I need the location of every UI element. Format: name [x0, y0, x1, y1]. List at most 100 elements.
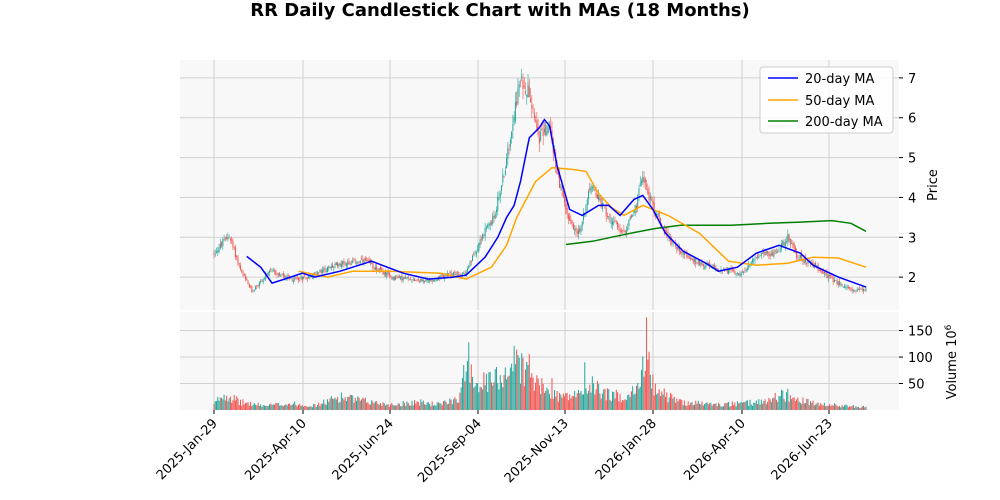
candle — [400, 276, 402, 281]
volume-bar — [493, 382, 495, 410]
volume-bar — [513, 345, 515, 410]
candle — [842, 286, 844, 288]
volume-bar — [484, 385, 486, 410]
volume-bar — [478, 392, 480, 410]
candle — [320, 268, 322, 276]
volume-bar — [284, 405, 286, 410]
candle — [859, 286, 861, 292]
candle — [535, 115, 537, 124]
candle — [783, 238, 785, 246]
candle — [788, 233, 790, 243]
volume-bar — [290, 405, 292, 410]
candle — [769, 250, 771, 260]
volume-bar — [803, 403, 805, 410]
volume-bar — [793, 397, 795, 410]
volume-bar — [214, 401, 216, 410]
volume-bar — [403, 402, 405, 410]
volume-bar — [865, 406, 867, 410]
volume-bar — [257, 402, 259, 410]
volume-bar — [570, 398, 572, 410]
legend-label-ma20: 20-day MA — [805, 72, 874, 87]
volume-bar — [610, 401, 612, 410]
volume-bar — [338, 402, 340, 410]
volume-bar — [758, 399, 760, 410]
volume-bar — [842, 406, 844, 410]
candle — [224, 236, 226, 242]
candle — [687, 254, 689, 259]
candle — [527, 73, 529, 98]
candle — [479, 234, 481, 249]
volume-bar — [705, 402, 707, 410]
volume-bar — [472, 376, 474, 410]
price-tick-label: 5 — [908, 152, 916, 167]
volume-bar — [437, 402, 439, 410]
volume-bar — [600, 398, 602, 410]
volume-axis-label: Volume 106 — [944, 324, 960, 399]
candle — [458, 271, 460, 277]
volume-bar — [385, 405, 387, 410]
candle — [646, 179, 648, 191]
volume-bar — [783, 398, 785, 410]
volume-bar — [850, 406, 852, 410]
volume-bar — [353, 402, 355, 410]
volume-bar — [532, 377, 534, 410]
volume-bar — [786, 392, 788, 410]
volume-bar — [490, 382, 492, 410]
volume-bar — [778, 395, 780, 410]
volume-bar — [772, 398, 774, 410]
candle — [519, 79, 521, 88]
volume-bar — [730, 405, 732, 410]
candle — [506, 153, 508, 169]
candle — [454, 270, 456, 277]
candle — [773, 248, 775, 259]
candle — [359, 260, 361, 264]
candle — [617, 221, 619, 231]
volume-bar — [499, 375, 501, 410]
candle — [861, 286, 863, 293]
volume-bar — [812, 400, 814, 410]
candle — [333, 266, 335, 272]
volume-bar — [864, 407, 866, 410]
candle — [864, 288, 866, 292]
volume-bar — [250, 401, 252, 410]
candle — [736, 271, 738, 276]
candle — [354, 258, 356, 265]
candle — [222, 237, 224, 250]
candle — [576, 228, 578, 237]
candle — [301, 275, 303, 283]
candle — [401, 274, 403, 283]
volume-bar — [782, 390, 784, 410]
volume-bar — [695, 400, 697, 410]
volume-bar — [522, 357, 524, 410]
volume-bar — [728, 401, 730, 410]
volume-bar — [774, 392, 776, 410]
candle — [335, 261, 337, 266]
volume-bar — [349, 394, 351, 410]
volume-bar — [702, 405, 704, 410]
volume-bar — [241, 405, 243, 410]
candle — [330, 263, 332, 271]
candle — [701, 258, 703, 266]
candle — [338, 263, 340, 269]
candle — [397, 274, 399, 279]
volume-bar — [292, 403, 294, 410]
volume-bar — [224, 400, 226, 410]
candle — [572, 222, 574, 230]
volume-bar — [562, 393, 564, 410]
candle — [840, 281, 842, 287]
candle — [511, 130, 513, 144]
candle — [648, 186, 650, 205]
candle — [704, 264, 706, 270]
volume-bar — [548, 393, 550, 410]
volume-bar — [295, 404, 297, 410]
volume-bar — [743, 402, 745, 410]
volume-bar — [268, 404, 270, 410]
volume-bar — [253, 402, 255, 410]
candle — [343, 258, 345, 268]
candle — [833, 276, 835, 283]
volume-bar — [613, 391, 615, 410]
candle — [492, 212, 494, 226]
volume-bar — [405, 405, 407, 410]
volume-bar — [659, 396, 661, 410]
volume-bar — [807, 399, 809, 410]
